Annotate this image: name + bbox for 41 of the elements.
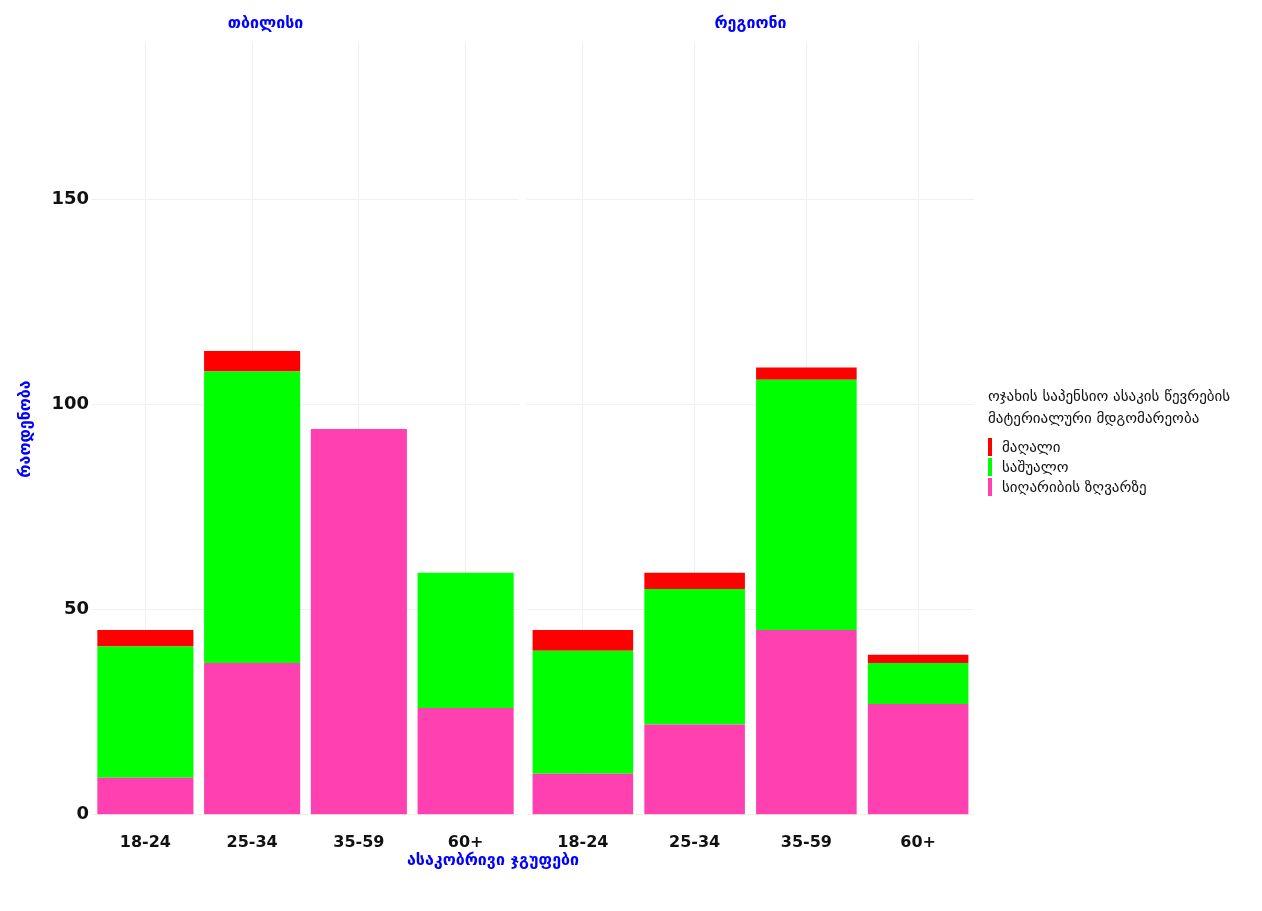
- y-tick-label: 150: [51, 186, 89, 208]
- bar: [310, 429, 407, 815]
- x-tick-label: 35-59: [333, 831, 385, 851]
- legend-label: მაღალი: [1002, 438, 1061, 456]
- y-tick-label: 100: [51, 392, 89, 414]
- bar: [204, 371, 301, 663]
- bar: [867, 703, 969, 815]
- bar: [867, 654, 969, 663]
- x-tick-label: 25-34: [669, 831, 721, 851]
- x-tick-label: 60+: [447, 831, 484, 851]
- bar: [532, 630, 634, 651]
- y-tick-label: 50: [63, 597, 89, 619]
- bar: [867, 662, 969, 704]
- bar: [204, 351, 301, 372]
- chart-title: რეგიონი: [714, 12, 787, 32]
- legend-label: სიღარიბის ზღვარზე: [1002, 478, 1147, 496]
- bar: [644, 572, 745, 590]
- bar: [97, 646, 194, 778]
- legend-label: საშუალო: [1002, 458, 1069, 476]
- bar: [97, 777, 194, 815]
- bar: [204, 662, 301, 815]
- legend-title: ოჯახის საპენსიო ასაკის წევრების მატერიალური მდგომარეობა: [988, 386, 1232, 429]
- bar: [532, 650, 634, 774]
- x-axis-title: ასაკობრივი ჯგუფები: [405, 850, 581, 869]
- x-tick-label: 60+: [900, 831, 936, 851]
- y-tick-label: 0: [76, 802, 89, 824]
- y-axis-title: რაოდენობა: [14, 380, 34, 478]
- chart-title: თბილისი: [227, 12, 304, 32]
- bar: [756, 630, 857, 815]
- x-tick-label: 25-34: [226, 831, 278, 851]
- x-tick-label: 35-59: [780, 831, 832, 851]
- bar: [644, 589, 745, 725]
- bar: [532, 773, 634, 815]
- x-tick-label: 18-24: [119, 831, 171, 851]
- bar: [417, 572, 514, 709]
- bar: [756, 367, 857, 380]
- bar: [644, 724, 745, 815]
- bar: [97, 630, 194, 647]
- x-tick-label: 18-24: [557, 831, 609, 851]
- bar: [417, 708, 514, 815]
- bar: [756, 379, 857, 631]
